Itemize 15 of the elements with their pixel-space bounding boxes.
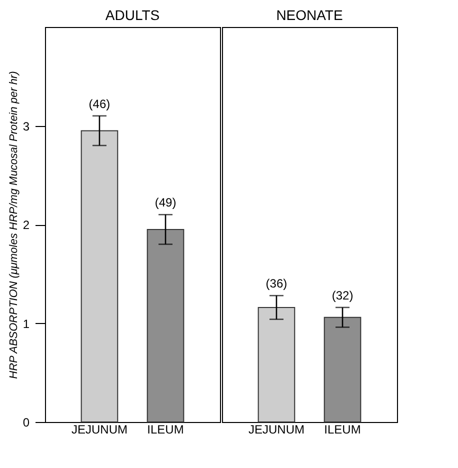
chart-title: NEONATE xyxy=(276,7,343,23)
y-axis-title: HRP ABSORPTION (μμmoles HRP/mg Mucosal Protein per hr) xyxy=(8,70,20,379)
annotation: (46) xyxy=(88,96,110,111)
annotation: (36) xyxy=(266,276,288,291)
x-tick-label: JEJUNUM xyxy=(248,422,304,436)
x-tick-label: JEJUNUM xyxy=(71,422,128,436)
y-tick-label: 0 xyxy=(22,416,30,430)
annotation: (32) xyxy=(332,288,354,302)
annotation: (49) xyxy=(154,196,176,210)
y-tick-label: 3 xyxy=(22,119,30,134)
x-tick-label: ILEUM xyxy=(147,422,184,436)
y-tick-label: 2 xyxy=(22,218,30,232)
x-tick-label: ILEUM xyxy=(324,422,361,436)
y-tick-label: 1 xyxy=(22,316,30,331)
chart-title: ADULTS xyxy=(105,7,160,23)
